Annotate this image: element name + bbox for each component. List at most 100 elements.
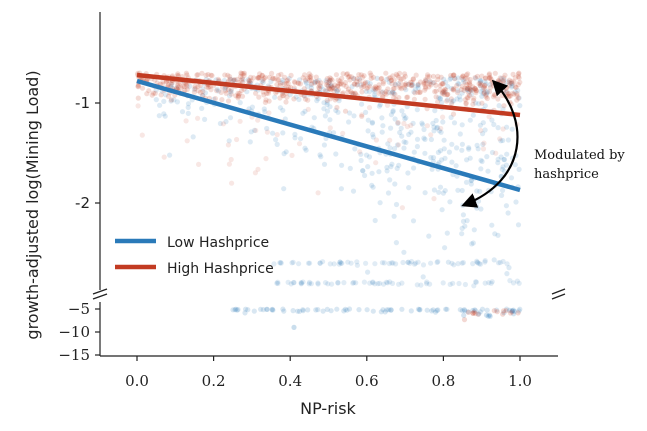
- scatter-point: [400, 259, 406, 266]
- scatter-point: [459, 225, 465, 231]
- scatter-point: [459, 260, 465, 266]
- scatter-point: [389, 81, 395, 87]
- scatter-point: [332, 97, 338, 103]
- scatter-point: [477, 261, 484, 267]
- scatter-point: [365, 117, 371, 123]
- scatter-point: [305, 260, 312, 266]
- scatter-point: [511, 79, 517, 85]
- scatter-point: [325, 83, 331, 89]
- scatter-point: [512, 308, 518, 314]
- scatter-point: [240, 79, 246, 85]
- scatter-point: [309, 81, 315, 87]
- scatter-point: [359, 112, 365, 118]
- scatter-point: [472, 308, 478, 314]
- scatter-point: [459, 122, 465, 128]
- scatter-point: [278, 71, 284, 77]
- scatter-point: [410, 218, 417, 224]
- scatter-point: [474, 73, 481, 79]
- scatter-point: [414, 143, 420, 150]
- scatter-point: [200, 88, 206, 95]
- scatter-point: [509, 308, 516, 314]
- scatter-point: [397, 83, 403, 89]
- scatter-point: [264, 129, 270, 135]
- scatter-point: [300, 307, 306, 313]
- scatter-point: [315, 281, 321, 287]
- scatter-point: [411, 149, 417, 155]
- scatter-point: [422, 87, 428, 93]
- scatter-point: [253, 90, 259, 96]
- scatter-point: [351, 81, 357, 87]
- scatter-point: [507, 278, 513, 284]
- scatter-point: [424, 279, 430, 285]
- scatter-point: [419, 120, 425, 126]
- scatter-point: [239, 87, 245, 94]
- scatter-point: [447, 76, 453, 82]
- scatter-point: [332, 82, 338, 88]
- scatter-point: [265, 90, 271, 96]
- scatter-point: [448, 96, 454, 102]
- scatter-point: [406, 185, 412, 191]
- scatter-point: [390, 109, 396, 115]
- scatter-point: [415, 85, 421, 91]
- scatter-point: [385, 86, 391, 92]
- scatter-point: [359, 89, 365, 95]
- scatter-point: [234, 307, 240, 313]
- scatter-point: [501, 156, 507, 163]
- scatter-point: [403, 139, 409, 146]
- scatter-point: [264, 306, 270, 312]
- scatter-point: [298, 280, 304, 286]
- scatter-point: [331, 85, 337, 91]
- scatter-point: [331, 130, 337, 136]
- scatter-point: [339, 162, 345, 168]
- scatter-point: [457, 131, 463, 137]
- scatter-point: [436, 189, 442, 195]
- scatter-point: [195, 83, 201, 90]
- scatter-point: [345, 86, 352, 92]
- scatter-point: [411, 89, 417, 95]
- scatter-point: [185, 104, 191, 110]
- scatter-point: [214, 86, 220, 92]
- scatter-point: [255, 117, 261, 123]
- scatter-point: [255, 75, 261, 81]
- scatter-point: [410, 120, 416, 126]
- scatter-point: [478, 157, 484, 163]
- scatter-point: [285, 77, 291, 83]
- scatter-point: [516, 95, 522, 101]
- scatter-point: [248, 74, 254, 80]
- scatter-point: [335, 87, 341, 93]
- scatter-point: [514, 97, 520, 103]
- scatter-point: [315, 96, 321, 102]
- scatter-point: [227, 115, 234, 121]
- scatter-point: [292, 80, 298, 86]
- scatter-point: [401, 145, 407, 151]
- scatter-point: [412, 90, 418, 96]
- scatter-point: [324, 306, 330, 312]
- scatter-point: [238, 73, 244, 80]
- scatter-point: [305, 307, 311, 313]
- scatter-point: [459, 75, 465, 81]
- scatter-point: [146, 88, 152, 94]
- scatter-point: [515, 71, 522, 77]
- scatter-point: [409, 83, 415, 89]
- scatter-point: [473, 279, 479, 285]
- scatter-point: [510, 280, 517, 286]
- scatter-point: [183, 118, 189, 124]
- scatter-point: [376, 103, 382, 109]
- scatter-point: [500, 258, 506, 265]
- trend-line-low-hashprice: [136, 78, 521, 193]
- scatter-point: [441, 88, 447, 94]
- scatter-point: [488, 280, 494, 286]
- scatter-point: [235, 90, 241, 96]
- scatter-point: [440, 119, 446, 125]
- scatter-point: [338, 186, 344, 192]
- scatter-point: [308, 281, 314, 287]
- scatter-point: [482, 127, 488, 133]
- scatter-point: [437, 96, 443, 102]
- scatter-point: [330, 84, 336, 90]
- scatter-point: [327, 77, 333, 83]
- scatter-point: [348, 74, 354, 80]
- scatter-point: [379, 260, 385, 266]
- scatter-point: [396, 95, 402, 101]
- scatter-point: [144, 91, 150, 97]
- scatter-point: [338, 260, 344, 266]
